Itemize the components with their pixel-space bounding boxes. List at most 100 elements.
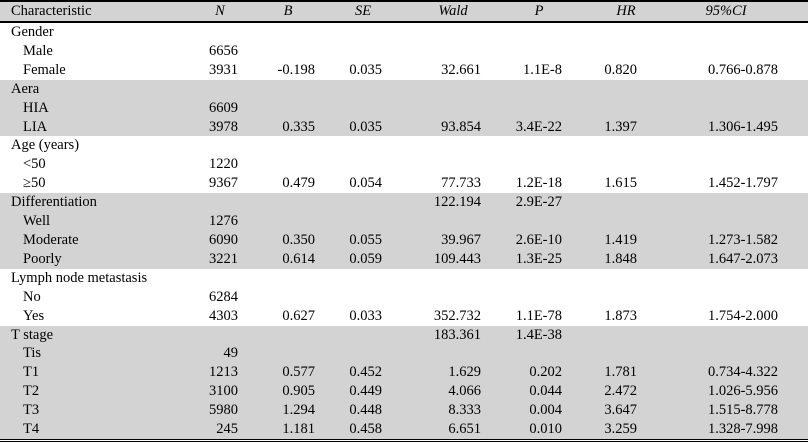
cell-p bbox=[488, 212, 572, 231]
cell-se bbox=[322, 269, 392, 288]
cell-p bbox=[488, 22, 572, 42]
table-row: HIA 6609 bbox=[0, 98, 808, 118]
cell-wald: 4.066 bbox=[448, 383, 481, 400]
cell-b bbox=[246, 288, 322, 307]
cell-n: 5980 bbox=[209, 402, 238, 419]
cell-label: Aera bbox=[11, 80, 40, 97]
table-row: Male 6656 bbox=[0, 42, 808, 61]
cell-ci: 1.452-1.797 bbox=[707, 175, 779, 192]
cell-hr bbox=[572, 288, 644, 307]
cell-ci: 1.328-7.998 bbox=[707, 421, 779, 438]
cell-se: 0.458 bbox=[349, 421, 382, 438]
cell-wald bbox=[392, 22, 488, 42]
cell-wald: 109.443 bbox=[433, 250, 481, 267]
cell-hr bbox=[572, 193, 644, 212]
cell-ci bbox=[644, 326, 808, 345]
cell-b bbox=[246, 212, 322, 231]
table-row: T4 245 1.181 0.458 6.651 0.010 3.259 1.328-7.99… bbox=[0, 420, 808, 441]
cell-ci: 0.766-0.878 bbox=[707, 61, 779, 78]
column-header-hr: HR bbox=[572, 1, 644, 23]
cell-ci bbox=[644, 22, 808, 42]
cell-b: 0.479 bbox=[282, 175, 315, 192]
cell-label: Well bbox=[23, 213, 51, 230]
cell-ci: 1.647-2.073 bbox=[707, 250, 779, 267]
cell-ci bbox=[644, 193, 808, 212]
cell-b: 0.350 bbox=[282, 231, 315, 248]
cell-n: 245 bbox=[216, 421, 238, 438]
cell-b bbox=[246, 99, 322, 118]
cell-b bbox=[246, 80, 322, 99]
cell-b: 0.905 bbox=[282, 383, 315, 400]
cell-ci bbox=[644, 269, 808, 288]
cell-wald: 39.967 bbox=[441, 231, 481, 248]
cell-p bbox=[488, 269, 572, 288]
table-row: Age (years) bbox=[0, 136, 808, 155]
cell-n bbox=[194, 22, 246, 42]
cell-label: T3 bbox=[23, 402, 40, 419]
cell-b: 0.614 bbox=[282, 250, 315, 267]
header-row: Characteristic N B SE Wald P HR 95%CI bbox=[0, 1, 808, 23]
cell-p bbox=[488, 80, 572, 99]
cell-label: No bbox=[23, 288, 41, 305]
cell-hr: 0.820 bbox=[604, 61, 637, 78]
cell-n: 9367 bbox=[209, 175, 238, 192]
cell-wald bbox=[392, 136, 488, 155]
cell-hr: 3.259 bbox=[604, 421, 637, 438]
cell-b bbox=[246, 22, 322, 42]
cell-se bbox=[322, 326, 392, 345]
table-row: ≥50 9367 0.479 0.054 77.733 1.2E-18 1.615 1.452… bbox=[0, 174, 808, 193]
cell-se: 0.035 bbox=[349, 61, 382, 78]
cell-se: 0.448 bbox=[349, 402, 382, 419]
cell-wald: 8.333 bbox=[448, 402, 481, 419]
cell-wald: 1.629 bbox=[448, 364, 481, 381]
cell-p: 0.010 bbox=[529, 421, 562, 438]
cell-ci: 1.754-2.000 bbox=[707, 307, 779, 324]
cell-p: 1.4E-38 bbox=[515, 326, 562, 343]
cell-wald bbox=[392, 99, 488, 118]
cell-hr: 1.397 bbox=[604, 118, 637, 135]
cell-label: T stage bbox=[11, 326, 54, 343]
cell-wald: 32.661 bbox=[441, 61, 481, 78]
cell-n: 3100 bbox=[209, 383, 238, 400]
cell-wald: 6.651 bbox=[448, 421, 481, 438]
cell-label: HIA bbox=[23, 99, 49, 116]
cell-se bbox=[322, 22, 392, 42]
cell-se: 0.449 bbox=[349, 383, 382, 400]
cell-n bbox=[194, 136, 246, 155]
cell-ci bbox=[644, 80, 808, 99]
cell-label: Differentiation bbox=[11, 194, 97, 211]
cell-ci: 1.306-1.495 bbox=[707, 118, 779, 135]
cell-n: 1220 bbox=[209, 156, 238, 173]
cell-n: 6284 bbox=[209, 288, 238, 305]
table-row: T2 3100 0.905 0.449 4.066 0.044 2.472 1.026-5.9… bbox=[0, 382, 808, 402]
cell-p bbox=[488, 136, 572, 155]
cell-n: 49 bbox=[223, 345, 239, 362]
table-row: Yes 4303 0.627 0.033 352.732 1.1E-78 1.873 1.75… bbox=[0, 307, 808, 326]
table-row: T stage 183.361 1.4E-38 bbox=[0, 325, 808, 345]
cell-b bbox=[246, 42, 322, 61]
cell-b bbox=[246, 193, 322, 212]
cell-wald bbox=[392, 212, 488, 231]
cell-ci bbox=[644, 99, 808, 118]
cell-wald bbox=[392, 288, 488, 307]
cell-se bbox=[322, 80, 392, 99]
cell-se: 0.033 bbox=[349, 307, 382, 324]
cell-hr bbox=[572, 326, 644, 345]
cell-label: Yes bbox=[23, 307, 45, 324]
cell-ci bbox=[644, 136, 808, 155]
column-header-se: SE bbox=[322, 1, 392, 23]
cell-p: 3.4E-22 bbox=[515, 118, 562, 135]
cell-p: 0.202 bbox=[529, 364, 562, 381]
cell-hr bbox=[572, 136, 644, 155]
column-header-95ci: 95%CI bbox=[644, 1, 808, 23]
cell-p bbox=[488, 344, 572, 363]
cell-label: T2 bbox=[23, 383, 40, 400]
cell-label: LIA bbox=[23, 118, 48, 135]
cell-wald bbox=[392, 269, 488, 288]
table-row: Moderate 6090 0.350 0.055 39.967 2.6E-10 1.419… bbox=[0, 230, 808, 250]
cell-n: 6609 bbox=[209, 99, 238, 116]
cell-se bbox=[322, 136, 392, 155]
cell-n: 6656 bbox=[209, 42, 238, 59]
cell-wald: 352.732 bbox=[433, 307, 481, 324]
cell-n: 3978 bbox=[209, 118, 238, 135]
